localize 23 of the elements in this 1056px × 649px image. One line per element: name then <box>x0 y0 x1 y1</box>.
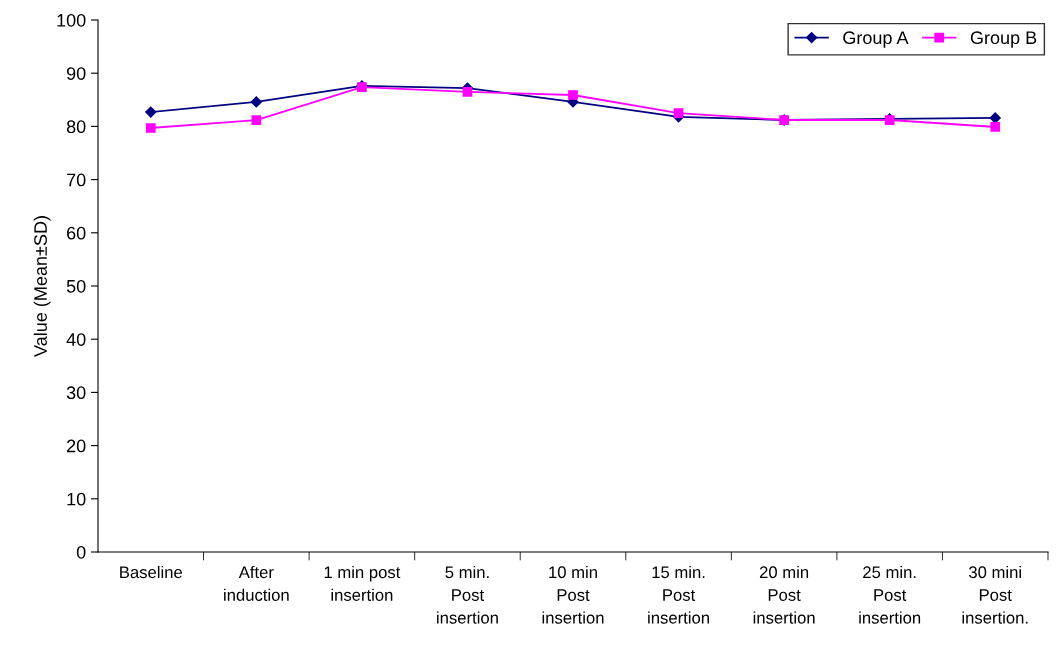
y-tick-label: 10 <box>67 492 86 506</box>
x-tick-label: 25 min. Post insertion <box>859 565 921 624</box>
y-tick-label: 70 <box>67 173 86 187</box>
y-tick-label: 50 <box>66 279 86 293</box>
y-tick-label: 60 <box>67 226 86 240</box>
x-tick-label: 5 min. Post insertion <box>437 565 498 624</box>
y-tick-label: 0 <box>76 545 86 559</box>
legend-label: Group B <box>970 31 1037 48</box>
x-tick-label: Baseline <box>120 565 182 579</box>
x-tick-label: 10 min Post insertion <box>542 565 604 624</box>
y-tick-label: 20 <box>67 439 86 453</box>
y-tick-label: 80 <box>66 120 86 134</box>
y-tick-label: 100 <box>57 13 86 27</box>
x-tick-label: 15 min. Post insertion <box>648 565 709 624</box>
y-tick-label: 40 <box>66 333 86 346</box>
x-tick-label: 30 mini Post insertion. <box>962 565 1028 624</box>
legend-label: Group A <box>843 31 909 48</box>
y-tick-label: 90 <box>66 67 86 80</box>
x-tick-label: After induction <box>224 565 289 601</box>
x-tick-label: 1 min post insertion <box>324 565 401 601</box>
x-tick-label: 20 min Post insertion <box>753 565 815 624</box>
y-axis-title: Value (Mean±SD) <box>33 216 51 357</box>
y-tick-label: 30 <box>66 386 86 400</box>
